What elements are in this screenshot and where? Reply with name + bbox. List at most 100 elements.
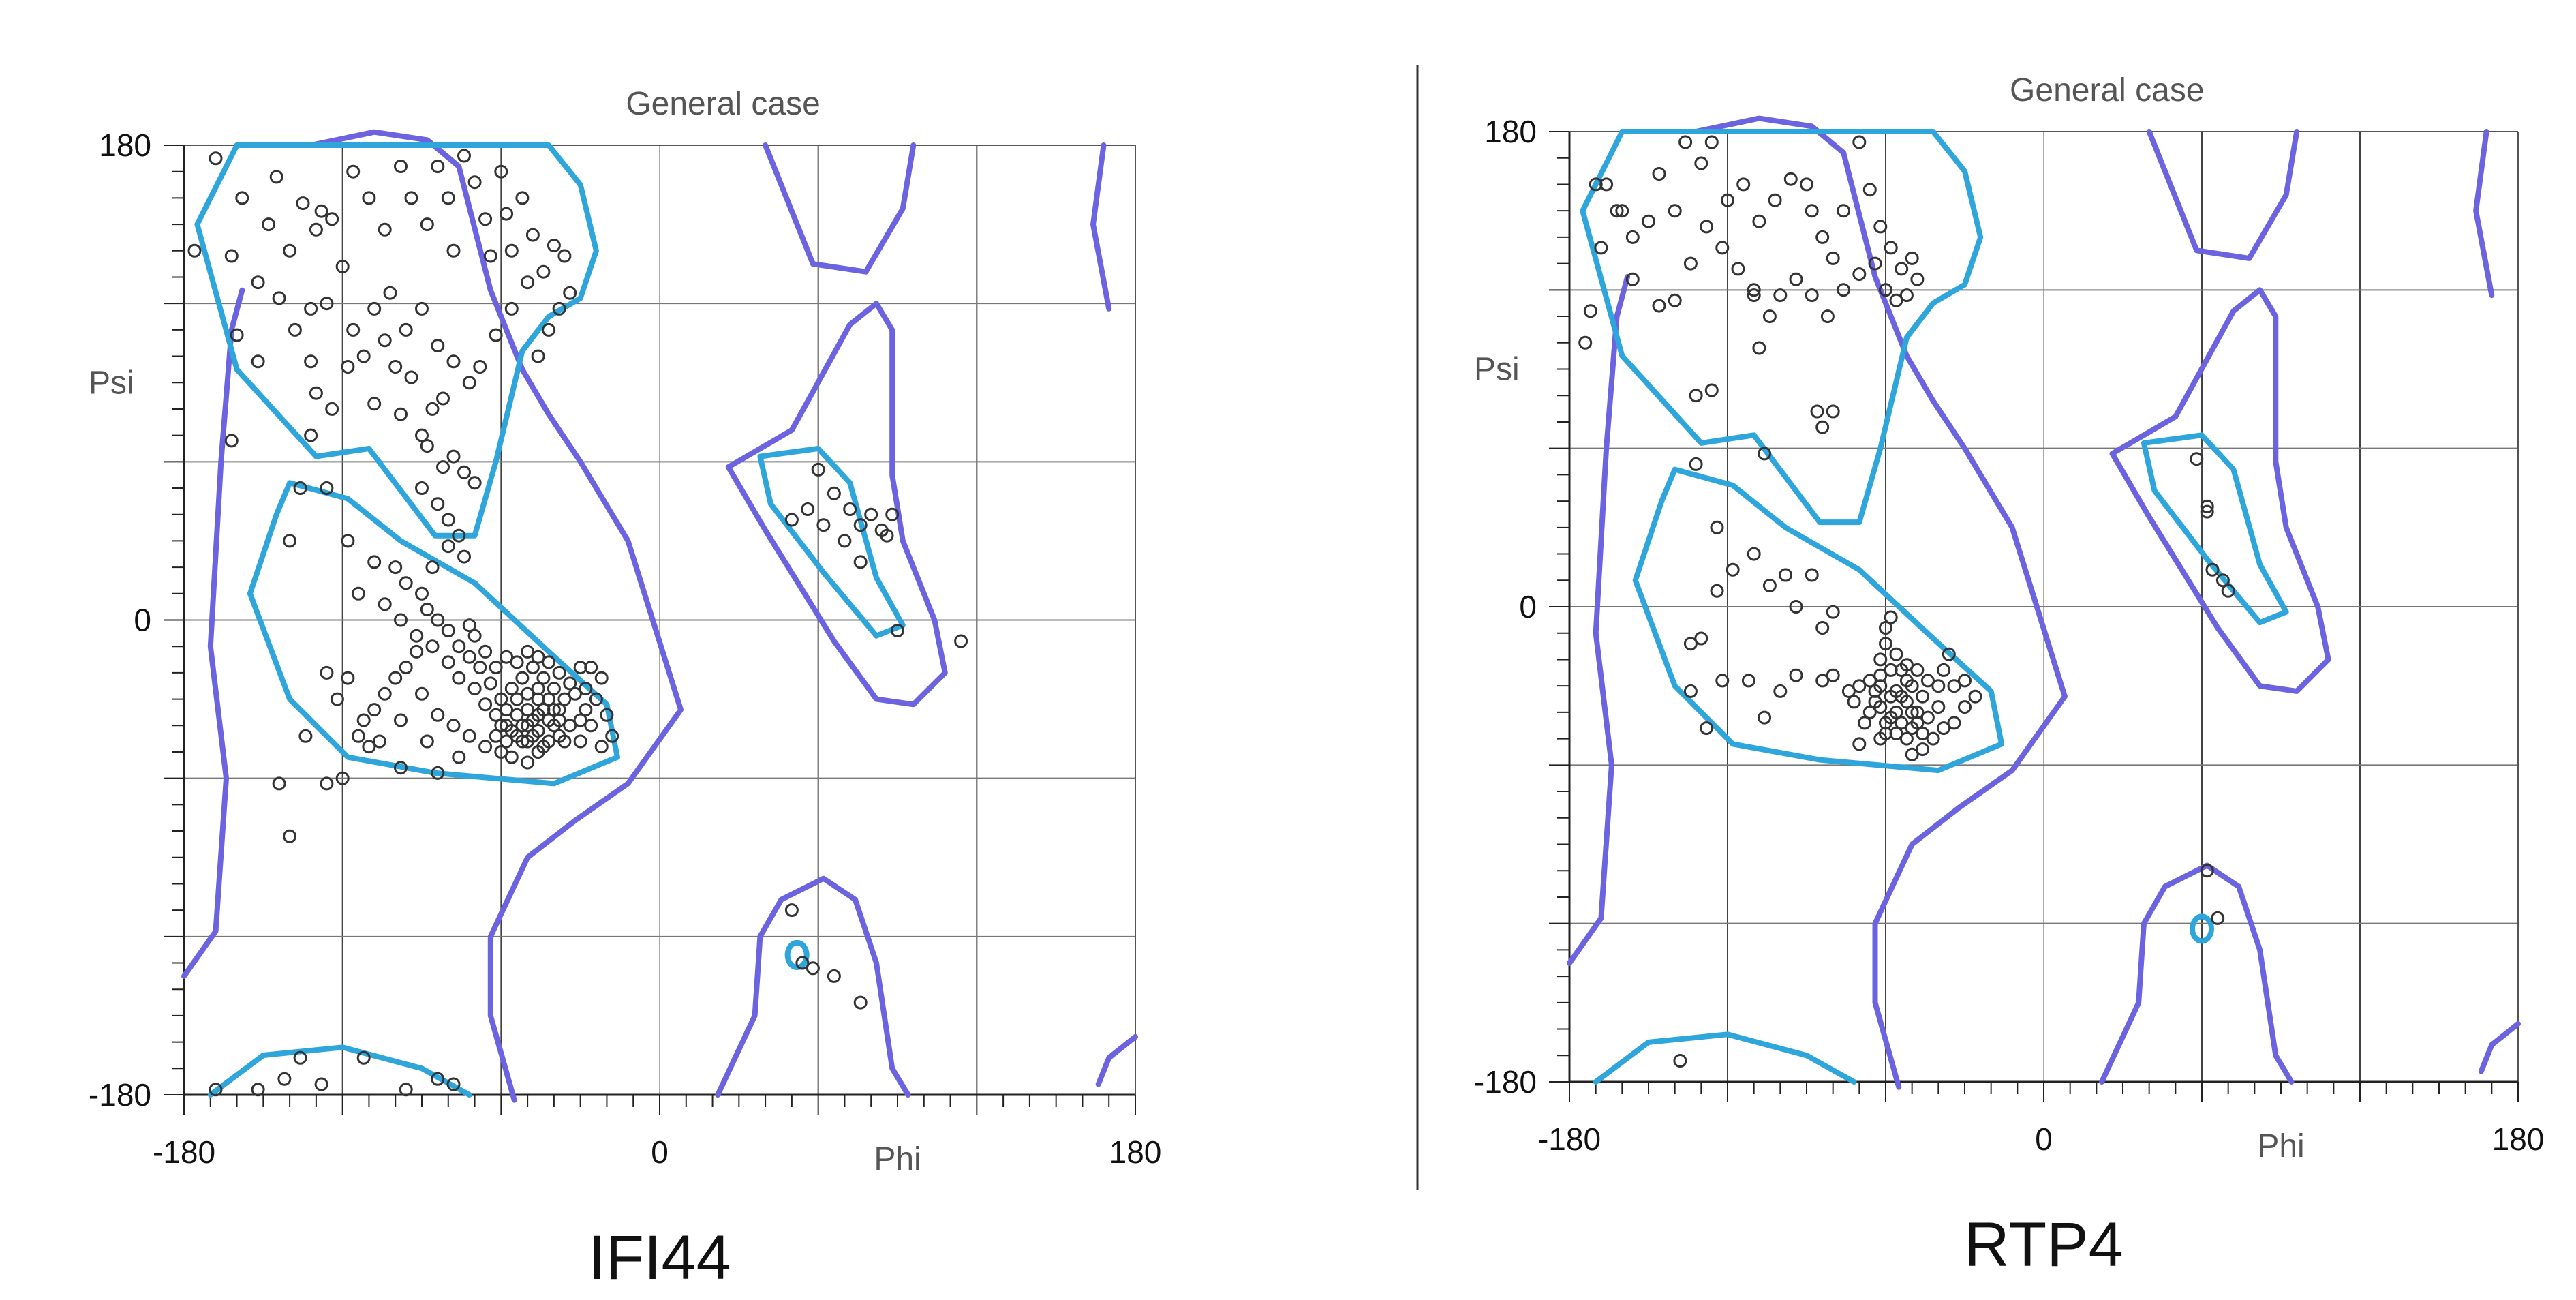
residue-point [1741,674,1755,688]
residue-point [325,212,339,226]
residue-point [489,708,503,722]
residue-point [478,740,493,754]
allowed-region-contour [181,287,245,979]
residue-point [552,665,566,680]
residue-point [420,439,434,453]
residue-point [1837,204,1851,218]
favoured-region-contour [1632,466,2005,774]
y-tick-label-mid-ifi44: 0 [134,603,151,638]
residue-point [462,618,476,633]
residue-point [1889,726,1903,740]
residue-point [1895,262,1909,276]
residue-point [515,191,530,205]
residue-point [304,354,318,369]
residue-point [1752,214,1766,228]
residue-point [362,191,376,205]
residue-point [531,708,545,722]
allowed-region-contour [2109,287,2331,694]
residue-point [209,151,223,166]
residue-point [531,650,545,664]
residue-point [478,212,493,226]
residue-point [1773,684,1788,698]
residue-point [269,170,283,184]
residue-point [1700,721,1714,736]
residue-point [2200,499,2214,513]
residue-point [594,740,609,754]
residue-point [784,513,799,527]
axes-ifi44 [164,145,1136,1115]
residue-point [446,243,461,258]
residue-point [1805,204,1819,218]
residue-point [552,703,566,717]
residue-point [441,624,455,637]
residue-point [1805,568,1819,582]
residue-point [1958,700,1972,714]
residue-point [309,386,323,400]
residue-point [335,260,350,273]
residue-point [415,301,429,316]
residue-point [1721,193,1734,207]
residue-point [378,597,392,611]
residue-point [1789,272,1803,286]
residue-point [1747,547,1761,561]
residue-point [552,301,566,316]
residue-point [568,686,582,701]
residue-point [547,239,561,252]
residue-point [504,750,519,764]
residue-point [467,629,482,643]
residue-point [277,1072,292,1086]
residue-point [1652,299,1666,313]
residue-point [600,708,614,722]
residue-point [1610,204,1624,218]
residue-point [1773,288,1788,303]
residue-point [394,761,408,775]
favoured-region-contour [1580,129,1984,526]
allowed-region-contour [2473,129,2495,299]
residue-point [483,676,497,691]
residue-point [1958,674,1972,688]
allowed-region-contour [1693,115,2068,1090]
residue-point [394,407,408,421]
residue-point [388,671,403,685]
residue-point [251,275,265,290]
residue-point [801,502,815,516]
residue-point [500,207,514,221]
residue-point [531,349,545,363]
residue-point [356,713,371,727]
residue-point [378,686,392,701]
x-tick-label-left-ifi44: -180 [153,1134,215,1170]
allowed-region-contour [1090,142,1112,312]
residue-point [1594,241,1608,255]
residue-point [330,692,344,706]
residue-point [341,534,355,548]
residue-point [489,328,503,342]
residue-point [410,629,424,643]
residue-point [1879,716,1892,730]
residue-point [521,755,535,770]
residue-point [811,462,825,477]
residue-point [515,734,530,749]
residue-point [1931,679,1946,693]
residue-point [404,370,418,384]
residue-point [2221,584,2235,598]
allowed-region-contour [715,875,911,1098]
x-axis-label-rtp4: Phi [2257,1128,2304,1164]
residue-point [457,149,471,163]
residue-point [605,729,619,743]
residue-point [536,264,551,279]
allowed-region-contour [1567,274,1631,966]
residue-point [1820,309,1835,324]
residue-point [1736,177,1751,192]
residue-point [542,692,556,706]
residue-point [431,766,445,780]
residue-point [1852,135,1867,149]
residue-point [880,528,894,543]
residue-point [1715,241,1730,255]
x-tick-label-mid-rtp4: 0 [2035,1121,2053,1157]
y-tick-label-top-ifi44: 180 [99,127,151,163]
residue-point [425,560,440,575]
residue-point [1895,716,1909,730]
residue-point [827,486,841,500]
residue-point [298,729,313,743]
residue-point [557,734,572,749]
